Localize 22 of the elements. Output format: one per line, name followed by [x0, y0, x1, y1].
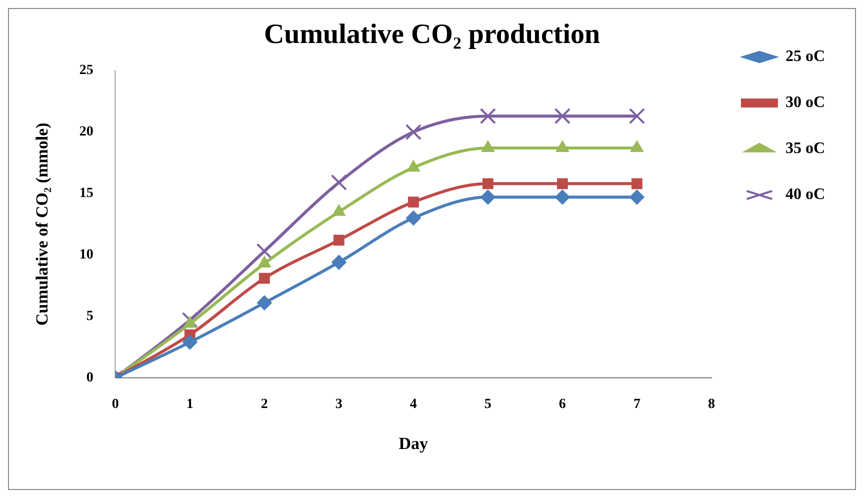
x-axis-title: Day [398, 434, 429, 454]
chart-title: Cumulative CO₂ production [264, 19, 600, 50]
x-tick-label: 1 [186, 396, 194, 412]
x-tick-label: 7 [633, 396, 640, 412]
x-tick-label: 0 [112, 396, 119, 412]
y-tick-label: 20 [79, 124, 94, 140]
y-tick-label: 10 [79, 248, 94, 263]
x-tick-label: 5 [484, 396, 492, 412]
y-axis-title: Cumulative of CO₂ (mmole) [32, 122, 52, 326]
x-tick-label: 3 [335, 396, 342, 412]
x-tick-label: 8 [708, 396, 715, 412]
legend-label: 35 oC [785, 140, 826, 158]
y-tick-label: 25 [79, 63, 94, 78]
y-tick-label: 5 [86, 308, 94, 324]
y-tick-label: 15 [79, 186, 94, 202]
x-tick-label: 4 [410, 396, 417, 412]
x-tick-label: 6 [558, 396, 566, 412]
legend-label: 40 oC [785, 186, 826, 204]
legend-label: 30 oC [785, 94, 826, 112]
y-tick-label: 0 [86, 370, 94, 386]
legend-label: 25 oC [785, 48, 826, 66]
x-tick-label: 2 [260, 396, 268, 412]
